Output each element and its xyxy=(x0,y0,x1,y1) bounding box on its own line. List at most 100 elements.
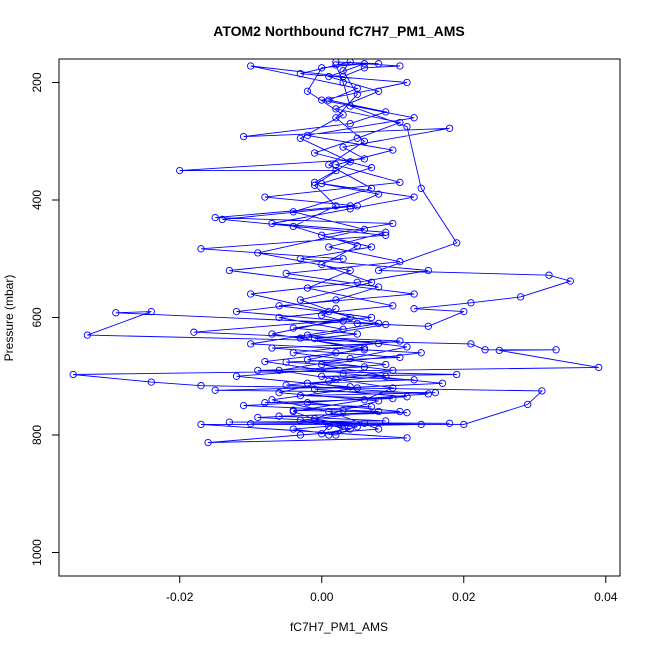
data-point xyxy=(289,324,297,332)
data-point xyxy=(332,166,340,175)
data-point xyxy=(396,353,404,362)
data-point xyxy=(410,305,418,313)
data-point xyxy=(197,382,205,390)
data-point xyxy=(318,260,326,269)
data-point xyxy=(516,293,525,301)
data-point xyxy=(538,387,546,395)
data-point xyxy=(254,249,262,257)
data-point xyxy=(261,193,269,201)
data-point xyxy=(595,363,603,372)
y-tick-label: 400 xyxy=(30,190,44,210)
data-point xyxy=(367,164,376,172)
data-point xyxy=(353,242,361,250)
data-point xyxy=(147,307,155,316)
data-point xyxy=(353,278,361,286)
data-point xyxy=(374,266,383,275)
data-point xyxy=(410,193,418,201)
data-point xyxy=(396,407,404,416)
data-point xyxy=(403,122,411,131)
data-point xyxy=(318,179,326,188)
data-point xyxy=(460,420,468,429)
data-point xyxy=(346,59,354,66)
data-point xyxy=(460,307,468,316)
y-tick-label: 1000 xyxy=(30,539,44,566)
data-point xyxy=(289,425,297,433)
data-point xyxy=(389,302,397,310)
data-point xyxy=(275,412,283,420)
data-point xyxy=(310,414,319,423)
data-point xyxy=(282,358,290,366)
data-point xyxy=(325,431,333,439)
data-point xyxy=(332,296,340,304)
data-point xyxy=(396,337,404,345)
data-point xyxy=(289,222,297,231)
data-point xyxy=(325,96,333,104)
data-point xyxy=(453,370,461,379)
data-point xyxy=(296,416,305,424)
data-point xyxy=(339,255,347,263)
data-point xyxy=(197,245,205,253)
data-point xyxy=(318,372,326,380)
data-point xyxy=(410,376,418,384)
data-point xyxy=(360,137,369,145)
series-group xyxy=(69,59,603,447)
data-point xyxy=(332,161,340,169)
data-point xyxy=(247,420,255,428)
data-point xyxy=(374,60,383,68)
data-point xyxy=(261,357,269,366)
data-point xyxy=(325,407,333,416)
data-point xyxy=(318,360,326,369)
data-point xyxy=(268,330,276,338)
data-point xyxy=(318,64,326,72)
data-point xyxy=(410,114,418,122)
data-point xyxy=(225,266,234,275)
data-point xyxy=(254,366,262,375)
data-point xyxy=(303,379,312,387)
data-point xyxy=(247,62,255,70)
data-point xyxy=(374,407,383,416)
data-point xyxy=(424,266,432,275)
data-point xyxy=(332,305,340,313)
data-point xyxy=(289,349,297,357)
data-point xyxy=(296,296,305,304)
data-point xyxy=(389,366,397,375)
data-point xyxy=(218,215,226,224)
data-point xyxy=(417,184,425,192)
data-point xyxy=(367,243,376,251)
data-point xyxy=(275,302,283,310)
data-point xyxy=(339,325,347,333)
data-point xyxy=(318,430,326,438)
data-point xyxy=(282,269,290,278)
data-point xyxy=(147,378,155,386)
data-point xyxy=(332,431,340,439)
data-point xyxy=(445,419,454,427)
data-point xyxy=(566,277,574,285)
data-point xyxy=(325,72,333,81)
data-point xyxy=(339,143,347,151)
data-point xyxy=(303,284,312,292)
data-point xyxy=(382,372,390,380)
data-point xyxy=(410,290,418,298)
data-point xyxy=(353,384,361,392)
data-point xyxy=(389,219,397,228)
data-point xyxy=(268,344,276,352)
x-tick-label: -0.02 xyxy=(166,590,194,604)
data-point xyxy=(332,202,340,210)
data-point xyxy=(303,87,312,95)
data-point xyxy=(353,423,361,431)
data-point xyxy=(396,62,404,70)
x-axis-label: fC7H7_PM1_AMS xyxy=(290,620,388,634)
data-point xyxy=(403,393,411,401)
data-point xyxy=(310,178,319,187)
data-point xyxy=(374,425,383,433)
data-point xyxy=(332,59,340,66)
data-point xyxy=(232,307,241,316)
data-point xyxy=(346,425,354,433)
data-point xyxy=(346,266,354,275)
data-point xyxy=(389,146,397,154)
data-point xyxy=(417,349,425,357)
data-point xyxy=(367,403,376,411)
data-point xyxy=(303,399,312,407)
data-point xyxy=(396,258,404,266)
data-point xyxy=(296,255,305,263)
